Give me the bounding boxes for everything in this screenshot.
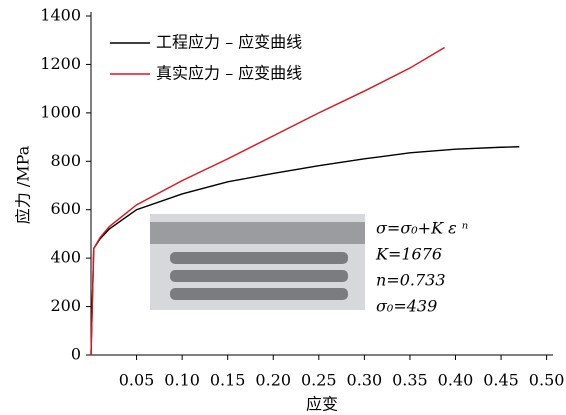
x-tick-label: 0.10 (164, 371, 200, 390)
x-tick-label: 0.05 (119, 371, 155, 390)
x-tick-label: 0.30 (347, 371, 383, 390)
y-tick-label: 1400 (40, 6, 81, 25)
chart: 应力 /MPa 应变 0 200 400 600 800 1000 1200 1400 0.05… (0, 0, 566, 415)
y-tick-label: 600 (50, 199, 81, 218)
x-tick-label: 0.15 (210, 371, 246, 390)
x-tick-label: 0.45 (483, 371, 519, 390)
legend-label: 真实应力 – 应变曲线 (156, 64, 302, 83)
y-tick-label: 1000 (40, 102, 81, 121)
x-tick-label: 0.50 (529, 371, 565, 390)
y-tick-label: 800 (50, 151, 81, 170)
annotation: σ=σ₀+K ε ⁿ (376, 219, 468, 238)
y-axis-label: 应力 /MPa (14, 145, 33, 224)
x-tick-label: 0.35 (392, 371, 428, 390)
x-axis-label: 应变 (306, 395, 338, 414)
x-tick-label: 0.20 (255, 371, 291, 390)
annotation: K=1676 (375, 245, 442, 264)
y-tick-label: 200 (50, 296, 81, 315)
annotation: σ₀=439 (376, 297, 437, 316)
x-tick-label: 0.25 (301, 371, 337, 390)
annotation: n=0.733 (376, 271, 446, 290)
x-tick-label: 0.40 (438, 371, 474, 390)
legend-label: 工程应力 – 应变曲线 (156, 33, 302, 52)
y-tick-label: 1200 (40, 54, 81, 73)
specimen-photo (150, 214, 365, 310)
y-tick-label: 0 (71, 345, 81, 364)
y-tick-label: 400 (50, 248, 81, 267)
